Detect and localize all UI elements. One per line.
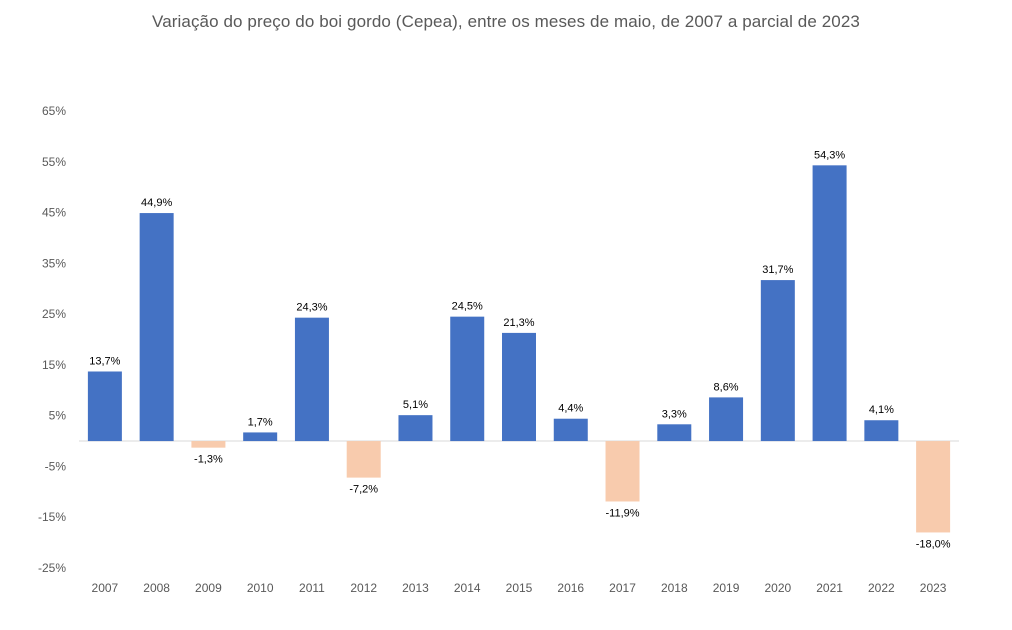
bar-2016 bbox=[553, 418, 588, 442]
data-labels-group: 13,7% 44,9% -1,3% 1,7% 24,3% -7,2% 5,1% 24,5% 21… bbox=[89, 149, 950, 550]
data-label: 31,7% bbox=[762, 264, 793, 276]
data-label: 13,7% bbox=[89, 355, 120, 367]
bar-2007 bbox=[87, 371, 122, 442]
bar-2022 bbox=[864, 420, 899, 442]
bar-2017 bbox=[605, 441, 640, 502]
data-label: 5,1% bbox=[403, 399, 428, 411]
data-label: 8,6% bbox=[714, 381, 739, 393]
x-tick-label: 2008 bbox=[143, 581, 170, 595]
y-tick-label: 25% bbox=[42, 307, 66, 321]
bar-2020 bbox=[760, 280, 795, 442]
bar-2009 bbox=[191, 441, 226, 448]
chart-title: Variação do preço do boi gordo (Cepea), … bbox=[152, 12, 860, 31]
x-tick-label: 2020 bbox=[764, 581, 791, 595]
x-tick-label: 2010 bbox=[247, 581, 274, 595]
data-label: -11,9% bbox=[606, 507, 640, 519]
data-label: 21,3% bbox=[503, 317, 534, 329]
data-label: -18,0% bbox=[916, 538, 951, 550]
bar-2015 bbox=[502, 332, 536, 442]
y-tick-label: -5% bbox=[45, 459, 67, 473]
y-tick-label: 55% bbox=[42, 155, 66, 169]
x-tick-label: 2017 bbox=[609, 581, 636, 595]
x-tick-label: 2023 bbox=[920, 581, 947, 595]
x-tick-label: 2018 bbox=[661, 581, 688, 595]
y-tick-label: 65% bbox=[42, 104, 66, 118]
data-label: -7,2% bbox=[349, 484, 378, 496]
y-tick-label: 15% bbox=[42, 358, 66, 372]
data-label: -1,3% bbox=[194, 454, 223, 466]
bars-group bbox=[87, 165, 951, 533]
bar-2010 bbox=[243, 432, 278, 442]
x-tick-label: 2021 bbox=[816, 581, 843, 595]
bar-2018 bbox=[657, 424, 692, 442]
x-tick-label: 2014 bbox=[454, 581, 481, 595]
data-label: 1,7% bbox=[248, 416, 273, 428]
x-tick-label: 2009 bbox=[195, 581, 222, 595]
x-tick-label: 2015 bbox=[506, 581, 533, 595]
x-tick-label: 2007 bbox=[92, 581, 119, 595]
data-label: 3,3% bbox=[662, 408, 687, 420]
data-label: 44,9% bbox=[141, 197, 172, 209]
y-tick-label: 5% bbox=[49, 409, 67, 423]
bar-2013 bbox=[398, 415, 433, 442]
data-label: 4,1% bbox=[869, 404, 894, 416]
bar-2021 bbox=[812, 165, 847, 442]
bar-2008 bbox=[139, 213, 174, 442]
data-label: 24,3% bbox=[296, 302, 327, 314]
x-axis-tick-labels: 2007 2008 2009 2010 2011 2012 2013 2014 2015 2016… bbox=[92, 581, 947, 595]
data-label: 4,4% bbox=[558, 403, 583, 415]
bar-2014 bbox=[450, 316, 485, 442]
x-tick-label: 2016 bbox=[557, 581, 584, 595]
x-tick-label: 2022 bbox=[868, 581, 895, 595]
x-tick-label: 2019 bbox=[713, 581, 740, 595]
data-label: 24,5% bbox=[452, 301, 483, 313]
y-tick-label: 45% bbox=[42, 206, 66, 220]
y-tick-label: -15% bbox=[38, 510, 66, 524]
y-tick-label: -25% bbox=[38, 561, 66, 575]
y-tick-label: 35% bbox=[42, 256, 66, 270]
bar-2019 bbox=[709, 397, 744, 442]
x-tick-label: 2011 bbox=[299, 581, 325, 595]
y-axis-tick-labels: 65% 55% 45% 35% 25% 15% 5% -5% -15% -25% bbox=[38, 104, 66, 575]
x-tick-label: 2013 bbox=[402, 581, 429, 595]
bar-2023 bbox=[916, 441, 951, 533]
bar-2011 bbox=[294, 317, 329, 442]
x-tick-label: 2012 bbox=[350, 581, 377, 595]
data-label: 54,3% bbox=[814, 149, 845, 161]
bar-2012 bbox=[346, 441, 381, 478]
